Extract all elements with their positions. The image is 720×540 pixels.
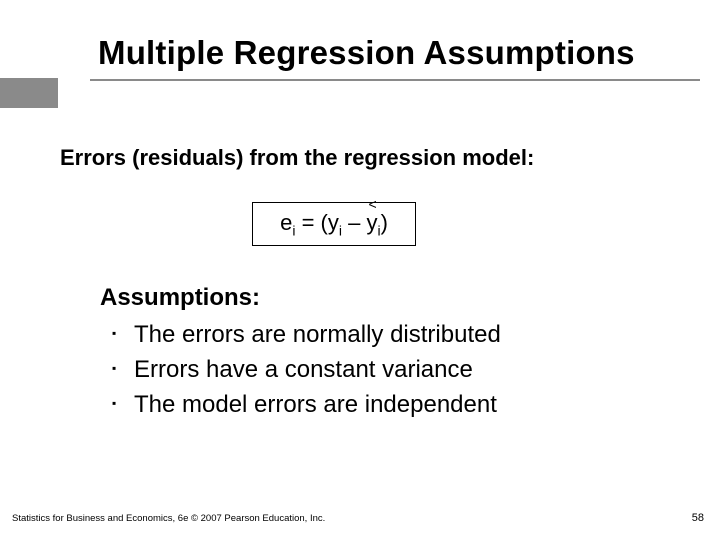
intro-text: Errors (residuals) from the regression m… [60, 145, 534, 171]
eqn-join: – [342, 210, 366, 235]
page-number: 58 [692, 512, 704, 524]
eqn-yhat: <y [366, 210, 377, 236]
slide-title: Multiple Regression Assumptions [98, 34, 635, 72]
hat-icon: < [368, 196, 376, 212]
title-underline [90, 79, 700, 81]
list-item: Errors have a constant variance [100, 353, 501, 388]
assumptions-heading: Assumptions: [100, 284, 501, 312]
footer-text: Statistics for Business and Economics, 6… [12, 513, 325, 524]
assumptions-list: The errors are normally distributed Erro… [100, 318, 501, 422]
corner-accent-block [0, 78, 58, 108]
equation: ei = (yi – <yi) [280, 210, 388, 238]
list-item: The model errors are independent [100, 388, 501, 423]
eqn-right-var: y [366, 210, 377, 235]
assumptions-block: Assumptions: The errors are normally dis… [100, 284, 501, 422]
list-item: The errors are normally distributed [100, 318, 501, 353]
slide: Multiple Regression Assumptions Errors (… [0, 0, 720, 540]
eqn-close: ) [381, 210, 388, 235]
eqn-left-var: e [280, 210, 292, 235]
eqn-mid: = (y [295, 210, 338, 235]
equation-box: ei = (yi – <yi) [252, 202, 416, 246]
